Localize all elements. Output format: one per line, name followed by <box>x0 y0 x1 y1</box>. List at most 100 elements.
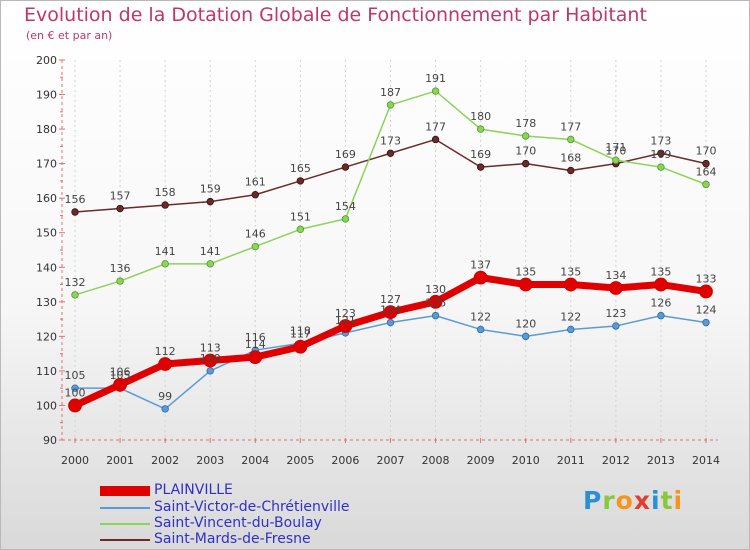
data-point <box>158 357 173 371</box>
data-point <box>71 384 79 392</box>
data-label: 171 <box>605 141 626 154</box>
y-tick-label: 130 <box>36 296 57 309</box>
data-point <box>206 260 214 268</box>
data-point <box>383 305 398 320</box>
data-point <box>612 322 620 330</box>
data-point <box>567 325 575 334</box>
data-point <box>654 277 668 292</box>
data-label: 177 <box>560 120 581 133</box>
data-point <box>386 318 395 327</box>
x-tick-label: 2012 <box>602 454 630 467</box>
data-label: 135 <box>515 266 536 279</box>
data-point <box>699 284 713 299</box>
data-point <box>71 208 79 216</box>
data-point <box>612 156 620 164</box>
legend-label-saint-mards: Saint-Mards-de-Fresne <box>154 531 311 547</box>
data-label: 132 <box>65 276 86 289</box>
data-label: 122 <box>560 310 581 323</box>
y-tick-label: 170 <box>36 158 57 171</box>
data-point <box>116 204 124 213</box>
data-label: 118 <box>290 324 311 337</box>
data-point <box>567 166 575 175</box>
logo-letter: i <box>651 486 661 515</box>
data-label: 130 <box>425 283 446 296</box>
logo-letter: r <box>602 486 616 515</box>
data-label: 151 <box>290 210 311 223</box>
x-tick-label: 2013 <box>647 454 675 467</box>
data-point <box>428 294 443 309</box>
data-label: 137 <box>470 259 491 272</box>
logo-letter: o <box>615 486 634 515</box>
data-point <box>116 277 124 285</box>
chart-subtitle: (en € et par an) <box>26 29 113 42</box>
x-tick-label: 2014 <box>692 454 720 467</box>
data-point <box>113 377 127 392</box>
data-point <box>293 339 308 354</box>
data-label: 168 <box>560 152 581 165</box>
data-label: 105 <box>110 369 131 382</box>
data-label: 116 <box>245 331 266 344</box>
data-label: 146 <box>245 228 266 241</box>
data-point <box>296 225 305 233</box>
legend-label-saint-vincent: Saint-Vincent-du-Boulay <box>154 515 322 531</box>
data-point <box>206 197 214 206</box>
logo-letter: t <box>660 486 674 515</box>
data-point <box>522 132 530 140</box>
y-tick-label: 140 <box>36 261 57 274</box>
data-label: 191 <box>425 72 446 85</box>
data-label: 156 <box>65 193 86 206</box>
data-label: 122 <box>470 310 491 323</box>
data-point <box>68 398 82 413</box>
data-point <box>473 270 488 285</box>
data-label: 141 <box>200 245 221 258</box>
data-label: 169 <box>335 148 356 161</box>
data-label: 106 <box>110 366 131 379</box>
data-point <box>386 149 395 157</box>
legend-swatch-saint-vincent <box>100 523 150 525</box>
data-point <box>206 367 214 375</box>
data-label: 112 <box>155 345 176 358</box>
data-label: 165 <box>290 162 311 175</box>
x-tick-label: 2008 <box>422 454 450 467</box>
y-tick-label: 120 <box>36 330 57 343</box>
chart-title: Evolution de la Dotation Globale de Fonc… <box>24 4 647 26</box>
data-label: 120 <box>515 317 536 330</box>
data-point <box>386 101 395 109</box>
data-label: 170 <box>605 145 626 158</box>
data-label: 100 <box>65 386 86 399</box>
proxiti-logo: Proxiti <box>583 486 683 515</box>
y-tick-label: 180 <box>36 123 57 136</box>
data-point <box>341 163 350 171</box>
data-label: 159 <box>200 183 221 196</box>
data-point <box>71 291 79 299</box>
y-tick-label: 150 <box>36 227 57 240</box>
data-point <box>522 332 530 341</box>
data-label: 134 <box>605 269 626 282</box>
data-label: 133 <box>696 272 717 285</box>
data-point <box>161 405 169 413</box>
data-label: 121 <box>335 314 356 327</box>
data-point <box>251 191 259 199</box>
logo-letter: P <box>583 486 603 515</box>
data-label: 177 <box>425 120 446 133</box>
y-tick-label: 190 <box>36 89 57 102</box>
data-point <box>567 135 575 144</box>
legend-label-plainville: PLAINVILLE <box>154 482 233 498</box>
data-label: 126 <box>425 297 446 310</box>
x-tick-label: 2011 <box>557 454 585 467</box>
x-tick-label: 2006 <box>331 454 359 467</box>
data-point <box>522 159 530 168</box>
data-label: 158 <box>155 186 176 199</box>
x-tick-label: 2005 <box>286 454 314 467</box>
data-label: 105 <box>65 369 86 382</box>
legend-swatch-plainville <box>100 486 150 496</box>
data-label: 99 <box>158 390 172 403</box>
data-label: 157 <box>110 190 131 203</box>
data-label: 141 <box>155 245 176 258</box>
data-point <box>161 260 169 268</box>
data-label: 178 <box>515 117 536 130</box>
data-label: 169 <box>650 148 671 161</box>
x-tick-label: 2004 <box>241 454 269 467</box>
